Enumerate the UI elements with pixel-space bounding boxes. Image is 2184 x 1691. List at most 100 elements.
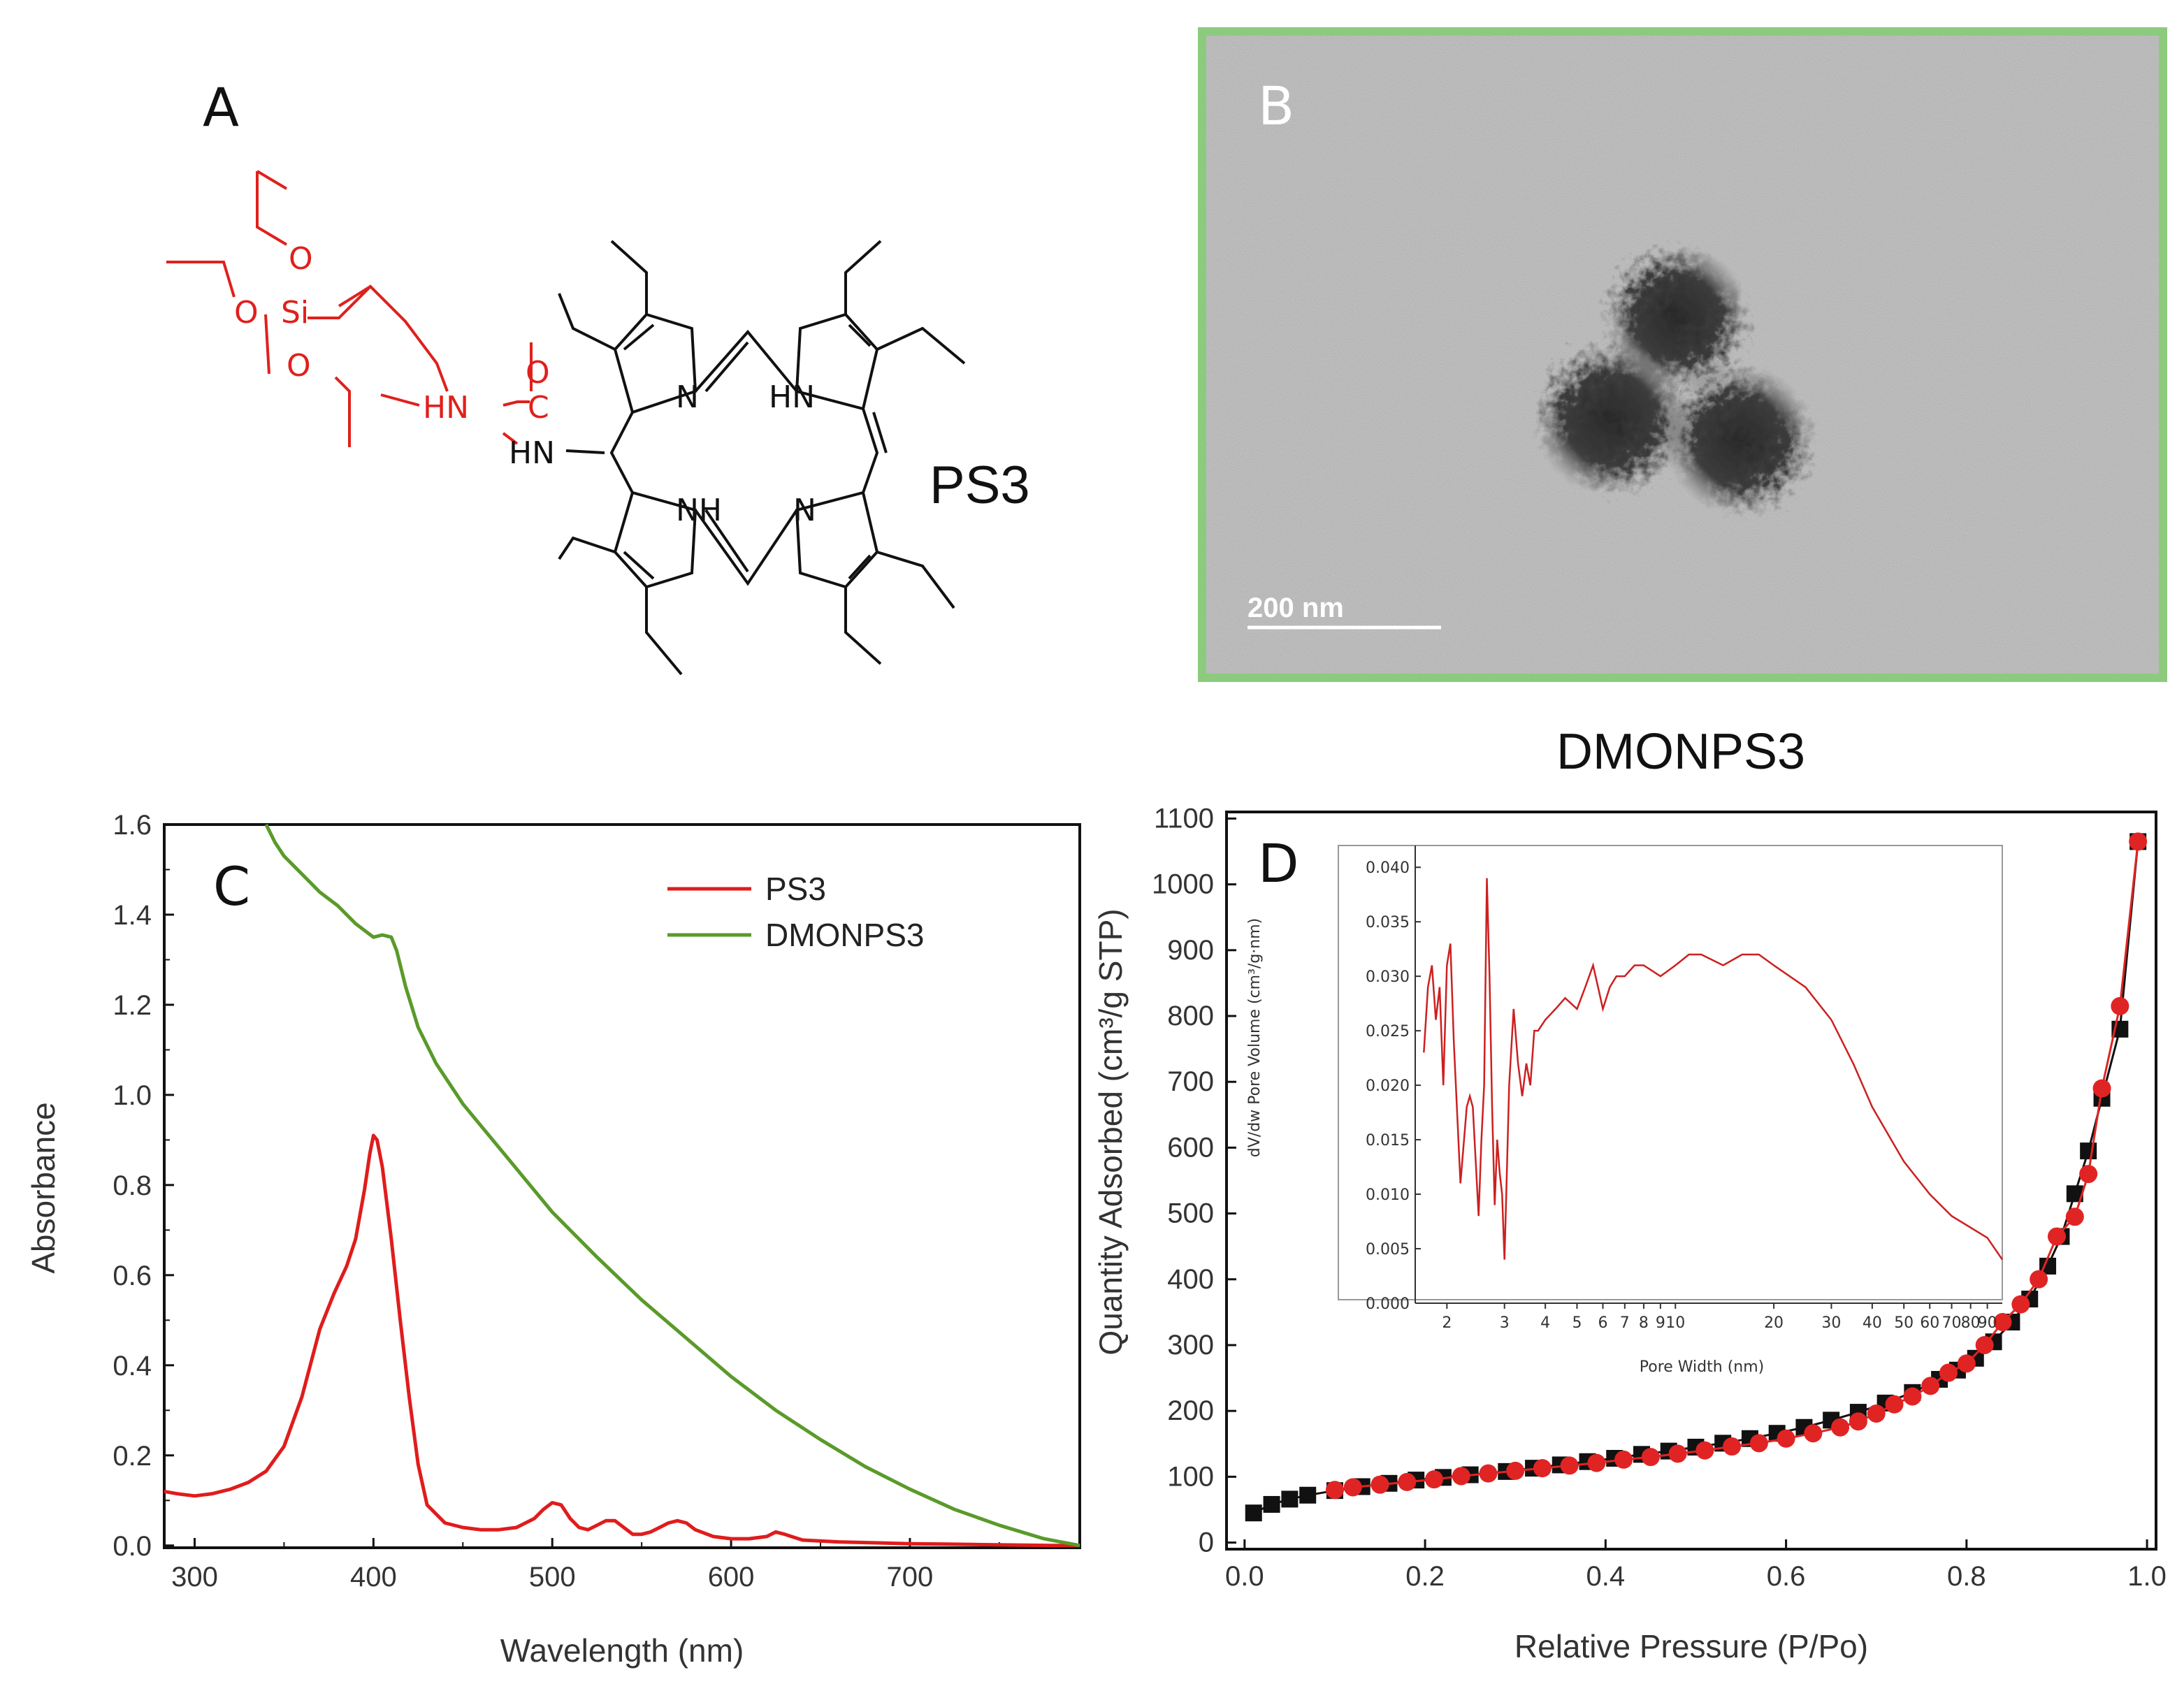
point-adsorption — [1299, 1486, 1317, 1504]
point-desorption — [1849, 1412, 1867, 1431]
point-adsorption — [1245, 1504, 1262, 1522]
point-desorption — [1325, 1481, 1344, 1500]
inset-x-tick-label: 9 — [1656, 1314, 1665, 1332]
chart-c-y-label: Absorbance — [25, 1102, 62, 1274]
point-desorption — [1560, 1456, 1579, 1475]
inset-x-tick-label: 70 — [1942, 1314, 1962, 1332]
chart-c-y-tick-label: 1.4 — [113, 900, 152, 931]
series-line-ps3 — [164, 1133, 1080, 1548]
linker-atoms: O O Si O HN C O — [234, 241, 550, 426]
chart-c-y-tick-label: 0.2 — [113, 1441, 152, 1472]
chart-c-y-tick-label: 1.2 — [113, 990, 152, 1021]
chart-d-y-label: Quantity Adsorbed (cm³/g STP) — [1092, 908, 1129, 1355]
inset-x-tick-label: 7 — [1620, 1314, 1630, 1332]
inset-y-tick-label: 0.015 — [1366, 1132, 1410, 1149]
point-desorption — [1695, 1441, 1714, 1460]
chart-d-y-tick-label: 200 — [1167, 1395, 1214, 1426]
inset-x-tick-label: 30 — [1821, 1314, 1841, 1332]
inset-x-tick-label: 40 — [1863, 1314, 1882, 1332]
chart-d-x-tick-label: 0.6 — [1767, 1561, 1806, 1592]
panel-b-caption: DMONPS3 — [1556, 724, 1805, 780]
point-desorption — [2129, 832, 2148, 851]
inset-frame — [1338, 845, 2003, 1300]
point-desorption — [1993, 1313, 2012, 1332]
nanoparticle-cluster — [1534, 245, 1816, 516]
chart-d-x-tick-label: 1.0 — [2127, 1561, 2167, 1592]
point-desorption — [1777, 1429, 1795, 1448]
point-desorption — [2111, 996, 2129, 1015]
chart-d-x-tick-label: 0.2 — [1405, 1561, 1445, 1592]
chart-d-y-tick-label: 800 — [1167, 1001, 1214, 1031]
inset-y-tick-label: 0.040 — [1366, 859, 1410, 877]
point-desorption — [2065, 1207, 2084, 1226]
point-desorption — [1903, 1387, 1922, 1406]
chart-c-series — [164, 823, 1080, 1548]
point-desorption — [1452, 1467, 1470, 1486]
chart-c-x-tick-label: 300 — [171, 1562, 218, 1592]
chart-d-y-tick-label: 300 — [1167, 1330, 1214, 1360]
atom-n2: N — [793, 493, 816, 528]
point-desorption — [1957, 1354, 1976, 1373]
point-desorption — [2079, 1165, 2098, 1184]
inset-x-tick-label: 5 — [1572, 1314, 1582, 1332]
chart-d-y-ticks: 0 100 200 300 400 500 600 700 800 900 1000 1100 — [1152, 803, 1236, 1558]
chart-d-x-label: Relative Pressure (P/Po) — [1514, 1628, 1868, 1664]
tem-frame — [1198, 27, 2167, 682]
point-desorption — [1749, 1434, 1768, 1453]
chart-d-y-tick-label: 700 — [1167, 1066, 1214, 1097]
panel-a: A O O Si O HN C O — [166, 76, 1030, 676]
panel-c: 0.0 0.2 0.4 0.6 0.8 1.0 1.2 1.4 1.6 300 400 500 600… — [25, 810, 1081, 1669]
point-desorption — [2011, 1295, 2030, 1314]
chart-c-y-ticks: 0.0 0.2 0.4 0.6 0.8 1.0 1.2 1.4 1.6 — [113, 810, 174, 1562]
inset-x-tick-label: 60 — [1920, 1314, 1939, 1332]
panel-b: B 200 nm DMONPS3 — [1198, 27, 2167, 780]
point-desorption — [2030, 1270, 2048, 1289]
scale-bar-label: 200 nm — [1248, 593, 1344, 623]
point-desorption — [1343, 1478, 1362, 1497]
point-adsorption — [1281, 1490, 1299, 1508]
point-desorption — [1641, 1448, 1660, 1467]
panel-c-letter: C — [213, 855, 250, 917]
atom-n1: N — [676, 379, 699, 415]
inset-y-tick-label: 0.030 — [1366, 968, 1410, 986]
inset-y-tick-label: 0.000 — [1366, 1296, 1410, 1313]
inset-x-tick-label: 6 — [1598, 1314, 1607, 1332]
porphyrin-atoms: HN N HN NH N — [509, 379, 816, 528]
chart-d-y-tick-label: 900 — [1167, 935, 1214, 966]
atom-hn-urea: HN — [423, 390, 469, 426]
legend-label-dmonps3: DMONPS3 — [765, 917, 924, 953]
point-desorption — [1479, 1464, 1498, 1483]
inset-x-tick-label: 50 — [1894, 1314, 1914, 1332]
panel-d-letter: D — [1258, 832, 1299, 894]
panel-a-letter: A — [203, 76, 239, 138]
compound-label: PS3 — [930, 456, 1030, 515]
point-desorption — [2092, 1079, 2111, 1098]
legend-label-ps3: PS3 — [765, 871, 826, 907]
chart-c-x-tick-label: 700 — [887, 1562, 934, 1592]
inset-x-tick-label: 10 — [1665, 1314, 1685, 1332]
atom-nh-core: NH — [676, 493, 722, 528]
chart-c-x-tick-label: 400 — [350, 1562, 397, 1592]
atom-o1: O — [289, 241, 313, 277]
point-desorption — [1668, 1444, 1687, 1463]
chart-c-x-ticks: 300 400 500 600 700 — [171, 1538, 1000, 1592]
chart-c-y-tick-label: 1.0 — [113, 1080, 152, 1111]
point-desorption — [1398, 1472, 1417, 1491]
chart-c-x-tick-label: 500 — [529, 1562, 576, 1592]
inset-y-tick-label: 0.020 — [1366, 1077, 1410, 1095]
chart-d-frame — [1225, 811, 2157, 1551]
chart-c-frame — [163, 823, 1081, 1549]
chart-d-x-tick-label: 0.4 — [1586, 1561, 1626, 1592]
chart-d-y-tick-label: 1000 — [1152, 869, 1214, 900]
chart-d-y-tick-label: 0 — [1199, 1527, 1214, 1558]
chart-c-y-tick-label: 0.6 — [113, 1261, 152, 1291]
chart-c-y-tick-label: 1.6 — [113, 810, 152, 841]
chart-d-inset: 0.000 0.005 0.010 0.015 0.020 0.025 0.030 0.035… — [1246, 845, 2004, 1376]
point-desorption — [1723, 1437, 1742, 1456]
chart-d-x-tick-label: 0.8 — [1947, 1561, 1986, 1592]
chart-d-y-tick-label: 100 — [1167, 1461, 1214, 1492]
chart-d-x-tick-label: 0.0 — [1225, 1561, 1264, 1592]
atom-o-urea: O — [526, 355, 550, 391]
panel-b-letter: B — [1258, 75, 1294, 137]
